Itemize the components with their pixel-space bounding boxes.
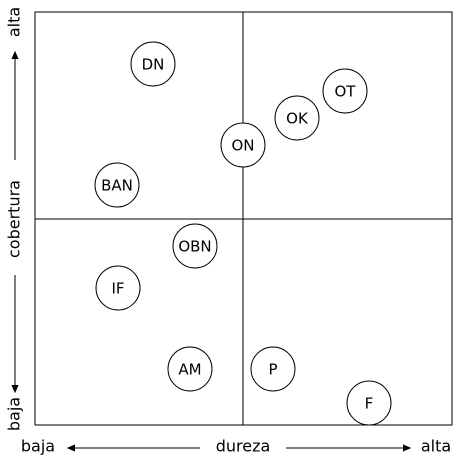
node-label: BAN	[101, 177, 133, 195]
node-label: F	[365, 395, 374, 413]
node-circle	[346, 380, 392, 426]
x-low-label: baja	[21, 437, 55, 456]
y-low-label: baja	[5, 397, 24, 431]
node-circle	[322, 68, 368, 114]
node-circle	[94, 162, 140, 208]
node-label: P	[268, 361, 277, 379]
node-label: DN	[142, 56, 165, 74]
node-circle	[274, 95, 320, 141]
node-circle	[172, 223, 218, 269]
x-high-label: alta	[421, 437, 451, 456]
node-circle	[250, 346, 296, 392]
node-label: OBN	[178, 238, 211, 256]
node-label: AM	[178, 361, 201, 379]
y-high-label: alta	[5, 7, 24, 37]
x-axis-label: dureza	[216, 437, 271, 456]
y-axis-label: cobertura	[5, 180, 24, 258]
node-label: OT	[335, 83, 357, 101]
node-label: OK	[286, 110, 309, 128]
node-circle	[220, 122, 266, 168]
node-circle	[167, 346, 213, 392]
node-label: ON	[231, 137, 254, 155]
node-circle	[95, 265, 141, 311]
node-circle	[130, 41, 176, 87]
node-label: IF	[111, 280, 124, 298]
